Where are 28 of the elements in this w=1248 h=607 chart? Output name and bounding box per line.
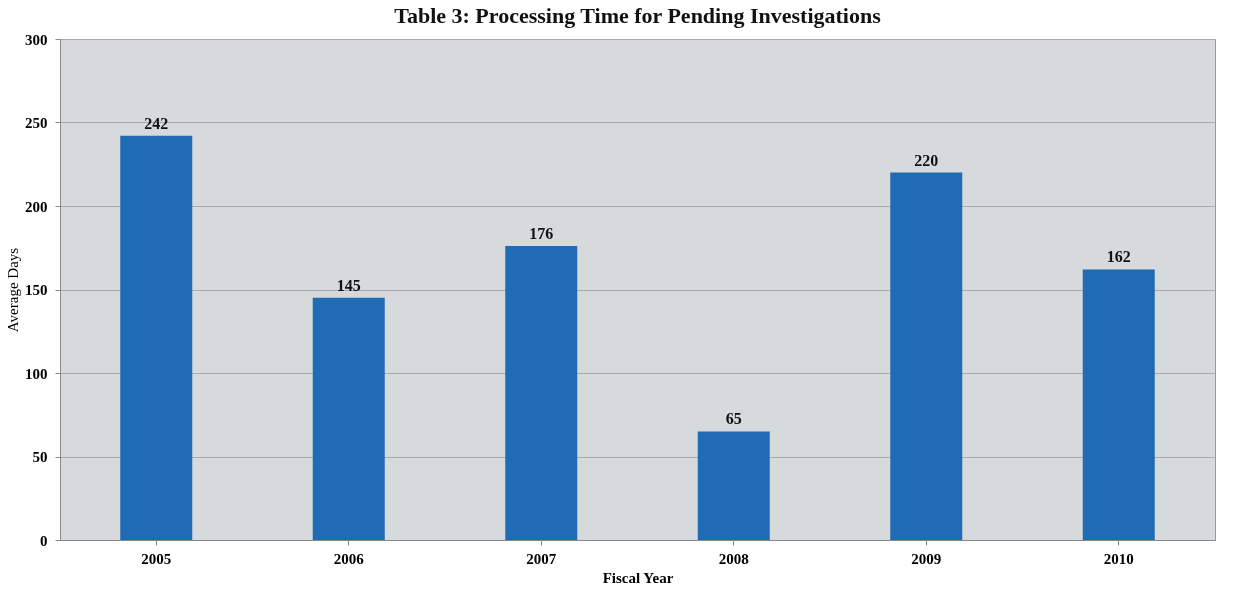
- y-tick-label: 300: [25, 31, 48, 48]
- x-tick-label: 2010: [1103, 550, 1134, 567]
- bar: [890, 172, 963, 540]
- y-tick-label: 200: [25, 198, 48, 215]
- y-tick-label: 250: [25, 115, 48, 131]
- data-label: 242: [144, 114, 169, 132]
- data-label: 162: [1106, 248, 1131, 266]
- data-label: 145: [336, 276, 361, 294]
- y-tick-label: 0: [40, 532, 48, 549]
- data-label: 220: [914, 151, 939, 169]
- x-tick-label: 2006: [333, 550, 365, 567]
- y-tick-label: 50: [32, 449, 48, 465]
- bar: [1082, 269, 1155, 540]
- data-label: 65: [725, 410, 742, 428]
- x-axis-title: Fiscal Year: [602, 569, 674, 586]
- x-tick-label: 2007: [526, 550, 557, 567]
- x-tick-label: 2009: [911, 550, 942, 567]
- x-tick-label: 2008: [718, 550, 749, 567]
- data-label: 176: [529, 225, 554, 243]
- bar: [312, 297, 385, 540]
- x-tick-label: 2005: [141, 550, 172, 567]
- bar: [120, 135, 193, 540]
- y-axis-title: Average Days: [5, 247, 21, 333]
- y-tick-label: 150: [25, 282, 48, 298]
- bar: [697, 431, 770, 540]
- chart-title: Table 3: Processing Time for Pending Investigations: [394, 3, 882, 28]
- y-tick-label: 100: [25, 365, 48, 382]
- bar: [505, 246, 578, 540]
